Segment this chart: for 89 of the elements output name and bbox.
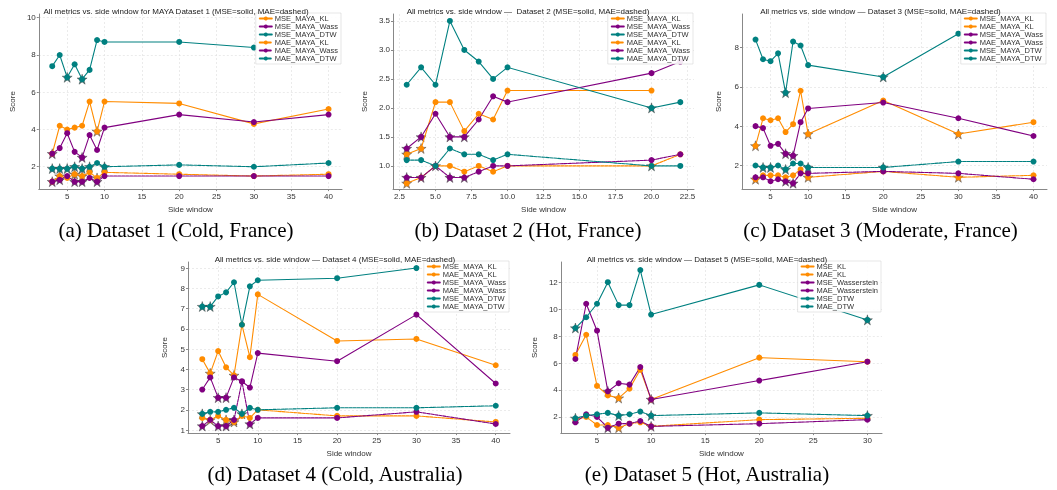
x-tick-label: 5 <box>768 191 774 201</box>
x-tick-label: 20 <box>332 435 343 445</box>
y-axis-title: Score <box>529 336 539 358</box>
x-axis-title: Side window <box>521 204 567 214</box>
x-tick-label: 15.0 <box>571 191 588 201</box>
x-tick-label: 12.5 <box>535 191 552 201</box>
y-tick-label: 10 <box>26 13 37 23</box>
x-tick-label: 20 <box>174 191 185 201</box>
y-tick-label: 2 <box>180 405 186 415</box>
text: (c) Dataset 3 (Moderate, France) <box>742 218 1019 243</box>
y-tick-label: 2.5 <box>378 74 391 84</box>
x-tick-label: 15 <box>841 191 851 201</box>
y-axis-title: Score <box>713 90 723 112</box>
x-axis-title: Side window <box>167 204 214 214</box>
x-tick-label: 22.5 <box>679 191 696 201</box>
y-tick-label: 4 <box>734 121 740 131</box>
x-tick-label: 15 <box>137 191 147 201</box>
x-tick-label: 20 <box>754 435 765 445</box>
x-tick-label: 5.0 <box>429 191 442 201</box>
x-tick-label: 5 <box>594 435 600 445</box>
x-tick-label: 35 <box>286 191 297 201</box>
y-tick-label: 9 <box>180 263 186 273</box>
y-tick-label: 2 <box>734 160 740 170</box>
x-tick-label: 30 <box>411 435 422 445</box>
x-tick-label: 17.5 <box>607 191 624 201</box>
y-tick-label: 6 <box>734 82 740 92</box>
y-tick-label: 3.0 <box>378 45 391 55</box>
chart-title: All metrics vs. side window — Dataset 3 (MSE=solid, MAE=dashed) <box>760 6 1002 16</box>
x-tick-label: 15 <box>293 435 303 445</box>
x-axis-title: Side window <box>872 204 918 214</box>
chart-title: All metrics vs. side window — Dataset 2 (MSE=solid, MAE=dashed) <box>406 6 650 16</box>
y-tick-label: 5 <box>180 344 186 354</box>
y-tick-label: 8 <box>553 331 559 341</box>
text: (a) Dataset 1 (Cold, France) <box>57 218 295 243</box>
x-tick-label: 30 <box>862 435 873 445</box>
y-tick-label: 4 <box>553 385 559 395</box>
x-axis-title: Side window <box>326 448 372 458</box>
x-tick-label: 5 <box>64 191 70 201</box>
text: (e) Dataset 5 (Hot, Australia) <box>583 462 831 487</box>
x-tick-label: 25 <box>808 435 819 445</box>
chart-title: All metrics vs. side window — Dataset 5 (MSE=solid, MAE=dashed) <box>586 254 828 264</box>
y-tick-label: 7 <box>180 304 186 314</box>
x-tick-label: 30 <box>249 191 259 201</box>
y-axis-title: Score <box>159 336 169 358</box>
x-tick-label: 10 <box>100 191 110 201</box>
y-tick-label: 4 <box>31 124 37 134</box>
x-tick-label: 35 <box>991 191 1001 201</box>
y-tick-label: 3 <box>180 385 186 395</box>
x-tick-label: 35 <box>451 435 462 445</box>
y-tick-label: 8 <box>180 283 186 293</box>
x-tick-label: 7.5 <box>465 191 478 201</box>
y-tick-label: 6 <box>180 324 186 334</box>
x-tick-label: 15 <box>700 435 711 445</box>
x-tick-label: 20 <box>878 191 889 201</box>
x-tick-label: 10 <box>253 435 263 445</box>
x-axis-title: Side window <box>698 448 745 458</box>
x-tick-label: 25 <box>212 191 222 201</box>
y-axis-title: Score <box>7 90 17 112</box>
text: (d) Dataset 4 (Cold, Australia) <box>206 462 464 487</box>
y-tick-label: 2 <box>31 162 37 172</box>
y-tick-label: 3.5 <box>378 16 391 26</box>
y-axis-title: Score <box>359 90 369 112</box>
y-tick-label: 12 <box>548 277 559 287</box>
x-tick-label: 10.0 <box>499 191 516 201</box>
x-tick-label: 40 <box>491 435 501 445</box>
chart-title: All metrics vs. side window — Dataset 4 (MSE=solid, MAE=dashed) <box>214 254 456 264</box>
x-tick-label: 10 <box>646 435 657 445</box>
y-tick-label: 4 <box>180 364 186 374</box>
text: (b) Dataset 2 (Hot, France) <box>413 218 643 243</box>
x-tick-label: 5 <box>215 435 221 445</box>
x-tick-label: 2.5 <box>393 191 406 201</box>
y-tick-label: 6 <box>553 358 559 368</box>
y-tick-label: 8 <box>734 42 740 52</box>
y-tick-label: 1.0 <box>378 161 391 171</box>
y-tick-label: 1.5 <box>378 132 391 142</box>
chart-title: All metrics vs. side window for MAYA Dataset 1 (MSE=solid, MAE=dashed) <box>43 6 309 16</box>
y-tick-label: 1 <box>180 425 186 435</box>
y-tick-label: 2.0 <box>378 103 391 113</box>
x-tick-label: 40 <box>324 191 334 201</box>
x-tick-label: 25 <box>916 191 926 201</box>
x-tick-label: 25 <box>372 435 382 445</box>
y-tick-label: 2 <box>553 412 559 422</box>
y-tick-label: 10 <box>548 304 559 314</box>
x-tick-label: 20.0 <box>643 191 660 201</box>
y-tick-label: 6 <box>31 87 37 97</box>
x-tick-label: 10 <box>803 191 814 201</box>
y-tick-label: 8 <box>31 50 37 60</box>
x-tick-label: 40 <box>1029 191 1039 201</box>
x-tick-label: 30 <box>953 191 964 201</box>
